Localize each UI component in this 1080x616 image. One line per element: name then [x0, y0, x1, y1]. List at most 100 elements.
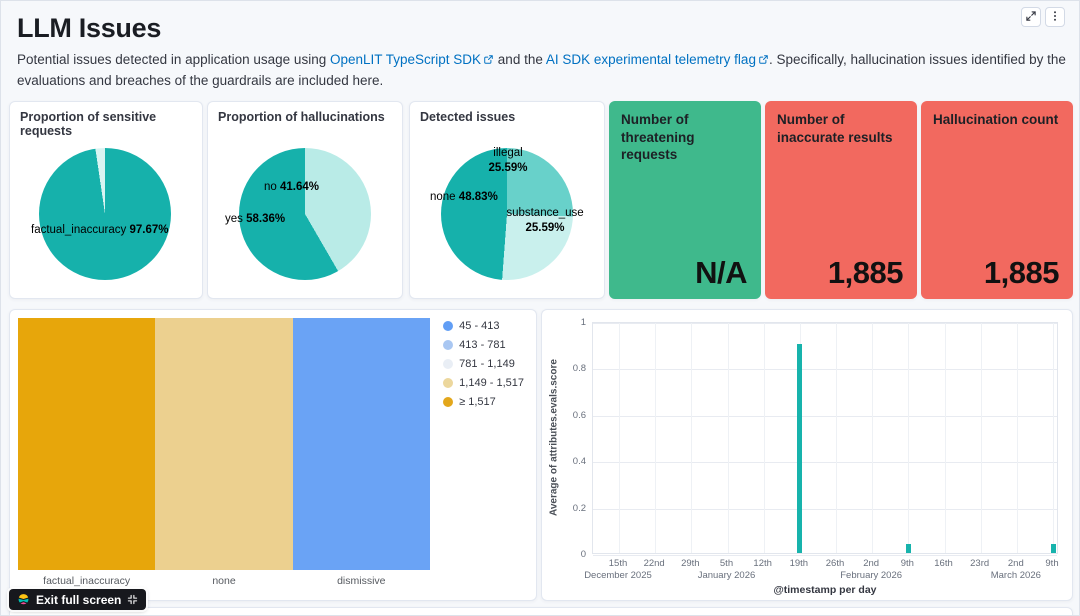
- x-axis-ticks: 15th December 2025 22nd 29th 5th January 2026…: [584, 556, 1058, 600]
- y-axis-tick: 0: [580, 549, 586, 560]
- x-axis-tick: 9th: [1045, 558, 1059, 569]
- panel-title: Proportion of hallucinations: [218, 110, 385, 124]
- gridline-vertical: [655, 323, 657, 553]
- legend-item[interactable]: 781 - 1,149: [443, 358, 524, 370]
- expand-icon: [1025, 10, 1037, 25]
- panel-proportion-hallucinations: Proportion of hallucinations no 41.64% y…: [207, 101, 403, 299]
- timeseries-bar[interactable]: [1050, 543, 1056, 553]
- metric-inaccurate-results: Number of inaccurate results 1,885: [765, 101, 917, 299]
- gridline-horizontal: [593, 415, 1057, 417]
- kebab-menu-icon: [1049, 10, 1061, 25]
- description-text: and the: [494, 52, 546, 67]
- treemap-axis-labels: factual_inaccuracy none dismissive: [18, 575, 430, 587]
- gridline-vertical: [944, 323, 946, 553]
- panel-detected-issues: Detected issues illegal 25.59% substance_…: [409, 101, 605, 299]
- x-axis-tick: 22nd: [643, 558, 665, 569]
- x-axis-tick: 15th: [608, 558, 628, 569]
- legend-item[interactable]: 413 - 781: [443, 339, 524, 351]
- y-axis-tick: 0.8: [572, 363, 586, 375]
- treemap-category-label: none: [212, 575, 236, 587]
- x-axis-tick: 2nd: [863, 558, 880, 569]
- legend-item[interactable]: 45 - 413: [443, 320, 524, 332]
- gridline-vertical: [980, 323, 982, 553]
- y-axis-tick: 0.6: [572, 409, 586, 421]
- x-axis-month-label: February 2026: [840, 570, 903, 581]
- external-link-icon: [483, 51, 494, 71]
- metric-value: N/A: [695, 255, 747, 290]
- timeseries-bar[interactable]: [797, 344, 803, 553]
- y-axis-title: Average of attributes.evals.score: [548, 359, 560, 517]
- timeseries-panel: Average of attributes.evals.score 0 0.2 0.…: [541, 309, 1073, 601]
- metric-title: Hallucination count: [933, 112, 1059, 127]
- x-axis-tick: 19th: [789, 558, 809, 569]
- legend-swatch: [443, 359, 454, 369]
- expand-button[interactable]: [1021, 7, 1041, 27]
- legend-label: 781 - 1,149: [459, 358, 515, 370]
- x-axis-tick: 2nd: [1007, 558, 1024, 569]
- elastic-logo-icon: [17, 593, 30, 606]
- openlit-sdk-link[interactable]: OpenLIT TypeScript SDK: [330, 52, 494, 67]
- description-text: Potential issues detected in application…: [17, 52, 330, 67]
- y-axis-tick: 0.4: [572, 456, 586, 468]
- gridline-horizontal: [593, 462, 1057, 464]
- y-axis-tick: 1: [580, 317, 586, 328]
- treemap-block-dismissive[interactable]: [292, 318, 430, 570]
- gridline-horizontal: [593, 508, 1057, 510]
- x-axis-tick: 26th: [825, 558, 845, 569]
- pie-chart-hallucinations[interactable]: [239, 148, 371, 280]
- exit-fullscreen-icon: [127, 594, 138, 605]
- panel-title: Detected issues: [420, 110, 516, 124]
- treemap-legend: 45 - 413 413 - 781 781 - 1,149 1,149 - 1,51…: [443, 320, 524, 408]
- legend-label: 413 - 781: [459, 339, 506, 351]
- x-axis-tick: 16th: [934, 558, 953, 569]
- treemap-category-label: dismissive: [337, 575, 386, 587]
- pie-slice-label: no 41.64%: [264, 181, 320, 193]
- x-axis-month-label: January 2026: [697, 570, 756, 581]
- x-axis-tick: 29th: [681, 558, 700, 569]
- pie-chart-detected-issues[interactable]: [441, 148, 573, 280]
- y-axis-tick: 0.2: [572, 502, 586, 514]
- gridline-vertical: [1016, 323, 1018, 553]
- timeseries-bar[interactable]: [905, 543, 911, 553]
- ai-sdk-telemetry-link[interactable]: AI SDK experimental telemetry flag: [546, 52, 769, 67]
- panel-title: Proportion of sensitive requests: [20, 110, 157, 138]
- x-axis-month-label: December 2025: [584, 570, 652, 581]
- legend-item[interactable]: ≥ 1,517: [443, 396, 524, 408]
- treemap-block-none[interactable]: [155, 318, 293, 570]
- gridline-vertical: [763, 323, 765, 553]
- panel-options-button[interactable]: [1045, 7, 1065, 27]
- x-axis-month-label: March 2026: [990, 570, 1041, 581]
- pie-slice-label: yes 58.36%: [225, 213, 286, 225]
- treemap-panel: factual_inaccuracy none dismissive 45 - 41…: [9, 309, 537, 601]
- gridline-vertical: [908, 323, 910, 553]
- legend-swatch: [443, 397, 454, 407]
- gridline-vertical: [691, 323, 693, 553]
- external-link-icon: [758, 51, 769, 71]
- pie-chart-sensitive-requests[interactable]: [39, 148, 171, 280]
- gridline-horizontal: [593, 555, 1057, 556]
- x-axis-title: @timestamp per day: [773, 584, 877, 596]
- legend-label: 1,149 - 1,517: [459, 377, 524, 389]
- metric-title: Number of inaccurate results: [777, 112, 893, 145]
- gridline-vertical: [836, 323, 837, 553]
- metric-value: 1,885: [983, 255, 1060, 290]
- legend-swatch: [443, 378, 454, 388]
- panel-proportion-sensitive-requests: Proportion of sensitive requests factual…: [9, 101, 203, 299]
- timeseries-plot[interactable]: [592, 322, 1058, 556]
- x-axis-tick: 12th: [753, 558, 772, 569]
- legend-label: 45 - 413: [459, 320, 500, 332]
- dashboard-description: Potential issues detected in application…: [17, 50, 1067, 92]
- metric-value: 1,885: [827, 255, 904, 290]
- legend-item[interactable]: 1,149 - 1,517: [443, 377, 524, 389]
- metric-threatening-requests: Number of threatening requests N/A: [609, 101, 761, 299]
- cropped-bottom-panel: [9, 607, 1073, 615]
- exit-full-screen-button[interactable]: Exit full screen: [9, 589, 147, 610]
- metric-hallucination-count: Hallucination count 1,885: [921, 101, 1073, 299]
- legend-swatch: [443, 321, 454, 331]
- x-axis-tick: 9th: [900, 558, 914, 569]
- treemap-block-factual_inaccuracy[interactable]: [18, 318, 156, 570]
- description-text: . Specifically, hallucination issues ide…: [17, 52, 1066, 89]
- treemap-category-label: factual_inaccuracy: [43, 575, 131, 587]
- gridline-vertical: [1053, 323, 1054, 553]
